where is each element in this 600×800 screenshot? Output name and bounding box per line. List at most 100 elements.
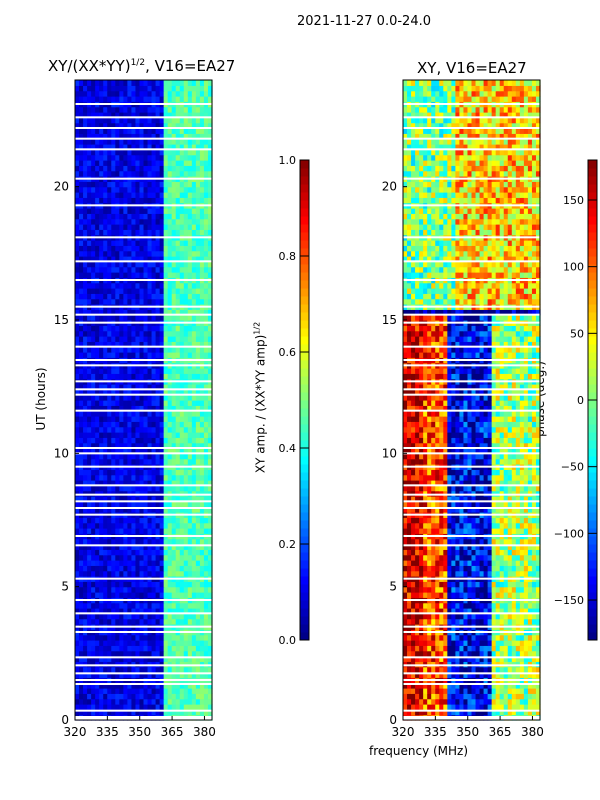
heatmap-cell <box>515 672 521 678</box>
heatmap-cell <box>435 634 440 641</box>
heatmap-cell <box>515 613 521 620</box>
heatmap-cell <box>155 570 161 577</box>
heatmap-cell <box>115 480 120 486</box>
heatmap-cell <box>167 272 173 278</box>
heatmap-cell <box>139 592 145 598</box>
heatmap-cell <box>99 106 104 113</box>
heatmap-cell <box>163 309 169 316</box>
heatmap-cell <box>135 213 141 220</box>
heatmap-cell <box>147 229 153 236</box>
heatmap-cell <box>159 405 165 412</box>
heatmap-cell <box>207 672 213 678</box>
heatmap-cell <box>199 282 205 289</box>
heatmap-cell <box>99 549 104 556</box>
heatmap-cell <box>187 213 193 220</box>
heatmap-cell <box>167 602 173 609</box>
heatmap-cell <box>475 666 481 673</box>
heatmap-cell <box>111 128 116 134</box>
heatmap-cell <box>131 197 137 204</box>
heatmap-cell <box>191 389 197 396</box>
heatmap-cell <box>487 608 493 614</box>
heatmap-cell <box>119 405 124 412</box>
heatmap-cell <box>123 261 128 268</box>
heatmap-cell <box>203 432 209 438</box>
heatmap-cell <box>131 570 137 577</box>
heatmap-cell <box>111 181 116 188</box>
heatmap-cell <box>91 645 96 652</box>
heatmap-cell <box>87 394 92 401</box>
heatmap-cell <box>507 618 513 625</box>
heatmap-cell <box>123 218 128 225</box>
heatmap-cell <box>523 650 529 657</box>
heatmap-cell <box>131 672 137 678</box>
heatmap-cell <box>523 634 529 641</box>
heatmap-cell <box>111 592 116 598</box>
heatmap-cell <box>111 256 116 262</box>
heatmap-cell <box>203 170 209 177</box>
heatmap-cell <box>531 640 537 646</box>
heatmap-cell <box>503 682 509 689</box>
heatmap-cell <box>107 650 112 657</box>
heatmap-cell <box>99 325 104 332</box>
heatmap-cell <box>135 181 141 188</box>
heatmap-cell <box>119 693 124 700</box>
heatmap-cell <box>151 341 157 348</box>
heatmap-cell <box>83 522 88 529</box>
heatmap-cell <box>87 330 92 337</box>
heatmap-cell <box>447 608 452 614</box>
heatmap-cell <box>91 288 96 294</box>
heatmap-cell <box>135 330 141 337</box>
heatmap-cell <box>163 181 169 188</box>
heatmap-cell <box>115 704 120 710</box>
heatmap-cell <box>111 90 116 97</box>
heatmap-cell <box>111 549 116 556</box>
heatmap-cell <box>103 144 108 150</box>
heatmap-cell <box>147 528 153 534</box>
heatmap-cell <box>91 341 96 348</box>
heatmap-cell <box>163 672 169 678</box>
heatmap-cell <box>199 373 205 380</box>
heatmap-cell <box>171 208 177 214</box>
heatmap-cell <box>155 437 161 444</box>
heatmap-cell <box>131 698 137 705</box>
heatmap-cell <box>435 666 440 673</box>
heatmap-cell <box>115 645 120 652</box>
heatmap-cell <box>455 592 461 598</box>
heatmap-cell <box>131 218 137 225</box>
heatmap-cell <box>199 250 205 257</box>
heatmap-cell <box>499 698 505 705</box>
heatmap-cell <box>151 586 157 593</box>
heatmap-cell <box>463 672 469 678</box>
heatmap-cell <box>87 634 92 641</box>
heatmap-cell <box>179 133 185 140</box>
heatmap-cell <box>87 453 92 460</box>
heatmap-cell <box>159 373 165 380</box>
heatmap-cell <box>447 709 452 716</box>
heatmap-cell <box>131 581 137 588</box>
heatmap-cell <box>203 128 209 134</box>
heatmap-cell <box>111 170 116 177</box>
heatmap-cell <box>183 165 189 172</box>
heatmap-cell <box>79 250 84 257</box>
heatmap-cell <box>519 656 525 662</box>
heatmap-cell <box>199 298 205 305</box>
heatmap-cell <box>203 698 209 705</box>
heatmap-cell <box>187 480 193 486</box>
heatmap-cell <box>111 186 116 193</box>
heatmap-cell <box>179 373 185 380</box>
heatmap-cell <box>83 554 88 561</box>
heatmap-cell <box>195 490 201 497</box>
heatmap-cell <box>127 224 133 230</box>
heatmap-cell <box>203 586 209 593</box>
heatmap-cell <box>203 682 209 689</box>
heatmap-cell <box>199 565 205 572</box>
heatmap-cell <box>139 165 145 172</box>
heatmap-cell <box>127 474 133 481</box>
heatmap-cell <box>83 581 88 588</box>
heatmap-cell <box>171 650 177 657</box>
heatmap-cell <box>87 154 92 161</box>
heatmap-cell <box>115 85 120 92</box>
heatmap-cell <box>119 474 124 481</box>
heatmap-cell <box>119 608 124 614</box>
heatmap-cell <box>111 352 116 358</box>
